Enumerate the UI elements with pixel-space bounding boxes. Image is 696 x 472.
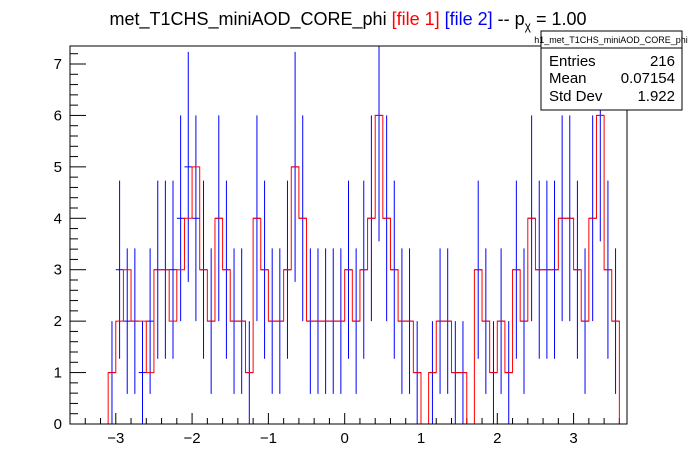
- x-tick-label: −2: [184, 430, 201, 447]
- title-file2: [file 2]: [445, 9, 493, 29]
- y-tick-label: 1: [54, 365, 62, 382]
- y-tick-label: 0: [54, 416, 62, 433]
- stats-title: h1_met_T1CHS_miniAOD_CORE_phi: [534, 35, 688, 45]
- stats-entries-label: Entries: [549, 53, 596, 70]
- title-suffix-post: = 1.00: [531, 9, 587, 29]
- title-suffix-pre: -- p: [493, 9, 525, 29]
- x-tick-label: −3: [107, 430, 124, 447]
- x-tick-label: 2: [493, 430, 501, 447]
- title-prefix: met_T1CHS_miniAOD_CORE_phi: [109, 9, 391, 30]
- stats-mean-value: 0.07154: [621, 70, 675, 87]
- x-tick-label: −1: [260, 430, 277, 447]
- plot-area: −3 −2 −1 0 1 2 3 0 1 2 3 4 5 6 7: [54, 46, 620, 447]
- stats-entries-value: 216: [650, 53, 675, 70]
- y-tick-label: 3: [54, 262, 62, 279]
- title-suffix-sub: χ: [525, 19, 532, 33]
- plot-frame: [69, 45, 628, 425]
- y-tick-label: 5: [54, 159, 62, 176]
- stats-mean-label: Mean: [549, 70, 587, 87]
- stats-stddev-label: Std Dev: [549, 88, 603, 105]
- chart-title: met_T1CHS_miniAOD_CORE_phi [file 1] [fil…: [109, 9, 586, 33]
- y-tick-label: 7: [54, 56, 62, 73]
- y-tick-label: 2: [54, 313, 62, 330]
- stats-stddev-value: 1.922: [637, 88, 675, 105]
- y-tick-label: 6: [54, 107, 62, 124]
- file1-histogram-line: [100, 114, 620, 425]
- y-tick-label: 4: [54, 210, 62, 227]
- title-file1: [file 1]: [392, 9, 440, 29]
- x-tick-label: 0: [341, 430, 349, 447]
- stats-box: h1_met_T1CHS_miniAOD_CORE_phi Entries 21…: [534, 30, 688, 111]
- x-tick-label: 3: [569, 430, 577, 447]
- x-tick-label: 1: [417, 430, 425, 447]
- stats-frame: [540, 30, 683, 111]
